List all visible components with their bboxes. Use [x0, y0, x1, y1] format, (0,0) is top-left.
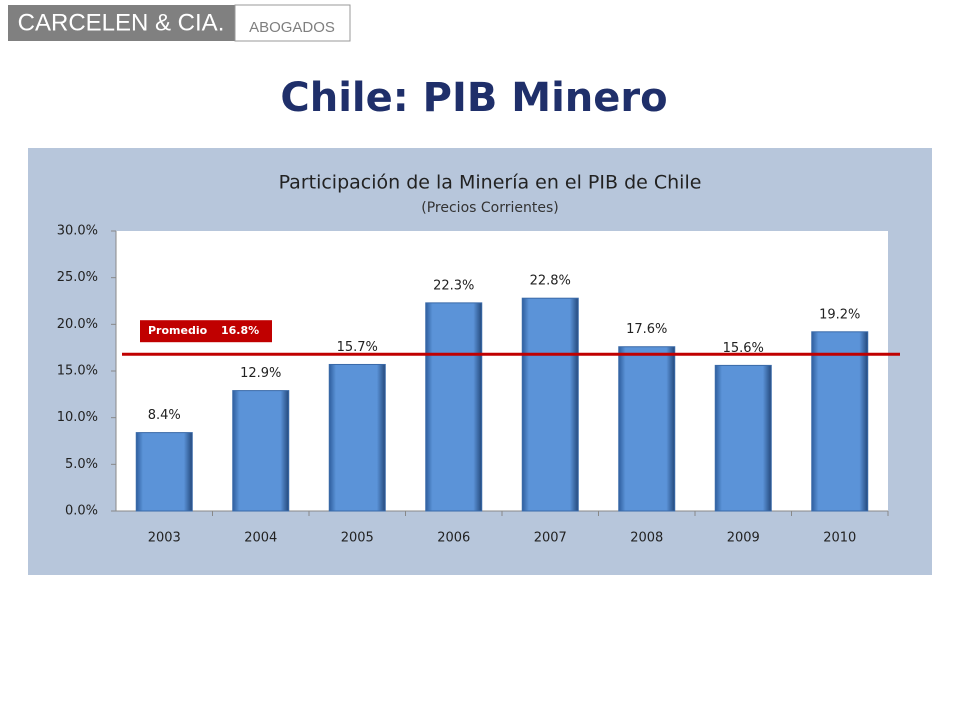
x-tick-label: 2003 [148, 531, 181, 546]
logo-sub-box [234, 4, 351, 42]
average-label: Promedio [148, 324, 208, 337]
bar [521, 297, 579, 512]
x-tick-label: 2005 [341, 531, 374, 546]
plot-area [116, 231, 888, 511]
bar [714, 364, 772, 512]
value-label: 22.8% [530, 274, 571, 289]
value-label: 8.4% [148, 408, 181, 423]
x-tick-label: 2006 [437, 531, 470, 546]
value-label: 22.3% [433, 278, 474, 293]
x-tick-label: 2008 [630, 531, 663, 546]
y-tick-label: 20.0% [57, 317, 98, 332]
chart-title: Participación de la Minería en el PIB de… [279, 172, 702, 194]
average-value-label: 16.8% [221, 324, 259, 337]
bar [232, 390, 290, 512]
bar [425, 302, 483, 512]
y-tick-label: 10.0% [57, 410, 98, 425]
value-label: 19.2% [819, 307, 860, 322]
bar [328, 363, 386, 512]
logo-name: CARCELEN & CIA. [18, 9, 225, 36]
chart-subtitle: (Precios Corrientes) [421, 200, 558, 216]
y-tick-label: 25.0% [57, 270, 98, 285]
logo-sub: ABOGADOS [249, 19, 335, 36]
bar [135, 432, 193, 512]
average-label-box [140, 320, 272, 343]
bar [811, 331, 869, 512]
value-label: 17.6% [626, 322, 667, 337]
logo-box [8, 5, 235, 41]
y-tick-label: 0.0% [65, 504, 98, 519]
y-tick-label: 5.0% [65, 457, 98, 472]
value-label: 15.6% [723, 341, 764, 356]
x-tick-label: 2010 [823, 531, 856, 546]
slide-title: Chile: PIB Minero [280, 75, 667, 121]
value-label: 15.7% [337, 340, 378, 355]
y-tick-label: 15.0% [57, 364, 98, 379]
y-tick-label: 30.0% [57, 224, 98, 239]
bar [618, 346, 676, 512]
x-tick-label: 2004 [244, 531, 277, 546]
x-tick-label: 2007 [534, 531, 567, 546]
value-label: 12.9% [240, 366, 281, 381]
x-tick-label: 2009 [727, 531, 760, 546]
